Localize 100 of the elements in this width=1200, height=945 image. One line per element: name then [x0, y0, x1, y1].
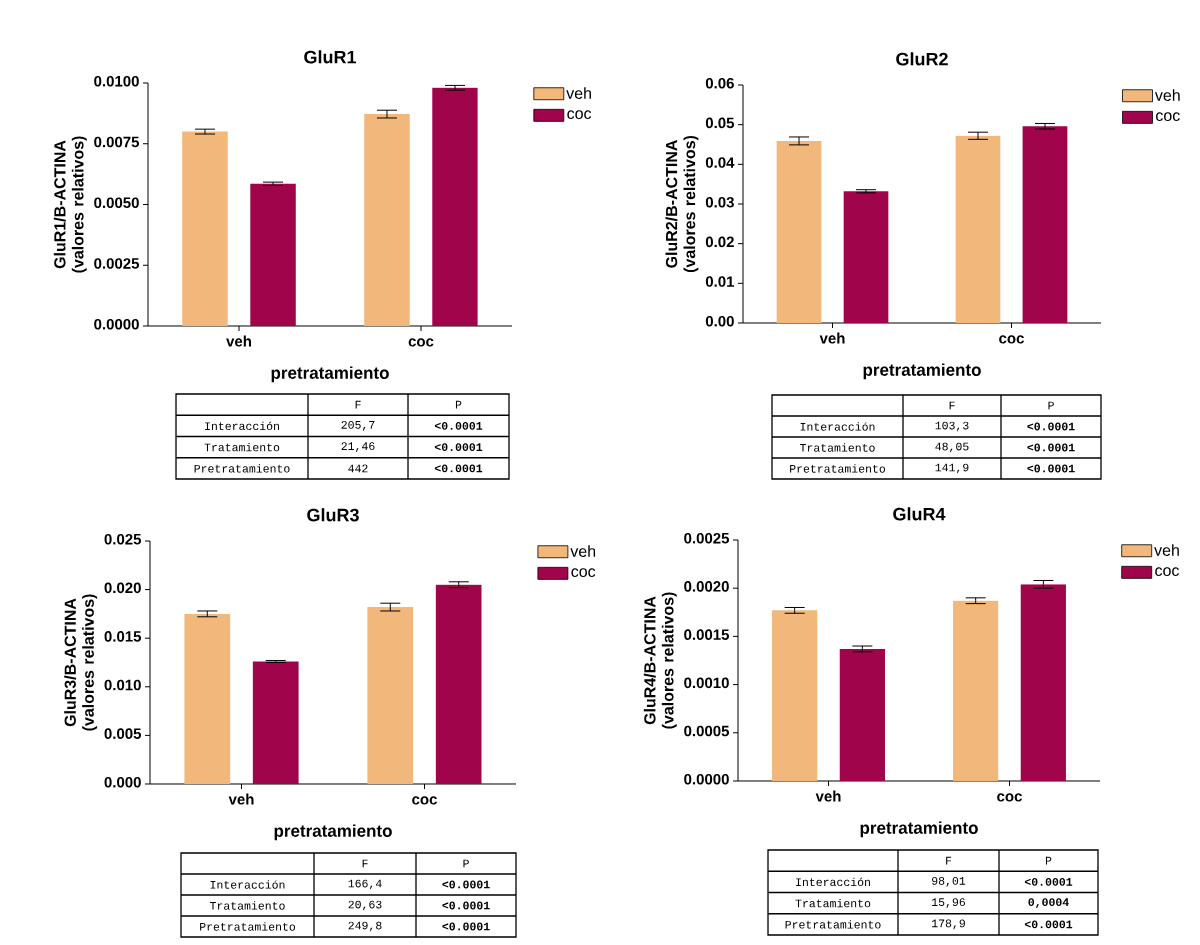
text: 0,0004 [1028, 898, 1069, 908]
text: <0.0001 [442, 880, 490, 889]
y-axis-title: GluR2/B-ACTINA (valores relativos) [665, 135, 699, 273]
x-axis-title: pretratamiento [271, 366, 389, 383]
bar [955, 135, 1001, 323]
y-tick-label: 0.0000 [94, 318, 139, 330]
y-tick-label: 0.0075 [94, 136, 140, 148]
y-tick-label: 0.005 [104, 728, 142, 739]
text: 103,3 [935, 421, 969, 432]
y-tick-label: 0.04 [705, 157, 735, 168]
x-axis-title: pretratamiento [860, 821, 978, 838]
text: F [949, 401, 955, 410]
text: <0.0001 [1027, 443, 1075, 452]
y-tick-label: 0.0020 [684, 581, 729, 592]
x-tick-label: veh [228, 793, 254, 805]
x-tick-label: veh [815, 790, 841, 802]
legend-label: veh [1154, 89, 1180, 101]
text: 98,01 [932, 877, 966, 887]
text: 166,4 [348, 879, 382, 890]
legend-label: veh [566, 87, 591, 99]
legend-label: coc [567, 110, 592, 120]
text: Pretratamiento [200, 922, 296, 931]
text: P [463, 859, 469, 868]
legend-label: coc [571, 568, 596, 578]
text: Tratamiento [799, 443, 875, 452]
y-tick-label: 0.025 [104, 533, 142, 545]
text: <0.0001 [1024, 877, 1073, 886]
y-tick-label: 0.06 [705, 77, 734, 89]
legend-label: veh [1154, 544, 1179, 556]
y-tick-label: 0.000 [104, 776, 141, 788]
bar [364, 114, 410, 326]
bar [432, 87, 478, 326]
text: F [362, 859, 368, 868]
text: Interacción [205, 421, 279, 431]
text: 21,46 [341, 442, 375, 452]
text: <0.0001 [442, 922, 490, 931]
y-tick-label: 0.0050 [94, 197, 139, 209]
y-tick-label: 0.0025 [94, 258, 140, 269]
y-tick-label: 0.0005 [684, 725, 730, 737]
bar [772, 610, 818, 781]
text: <0.0001 [1027, 422, 1075, 431]
x-axis-title: pretratamiento [274, 824, 392, 841]
bar [843, 191, 889, 323]
text: 15,96 [932, 898, 965, 908]
bar [839, 648, 885, 781]
text: 442 [348, 464, 368, 473]
text: 48,05 [935, 442, 969, 453]
text: 249,8 [348, 921, 382, 932]
bar [435, 584, 482, 784]
bar [776, 140, 822, 323]
x-tick-label: coc [412, 796, 437, 805]
text: <0.0001 [434, 443, 483, 452]
y-axis-title: GluR3/B-ACTINA (valores relativos) [64, 594, 98, 731]
text: <0.0001 [1024, 920, 1073, 929]
text: <0.0001 [434, 464, 483, 473]
x-tick-label: coc [408, 338, 434, 347]
text: Interacción [210, 880, 285, 889]
text: P [455, 400, 462, 409]
y-tick-label: 0.010 [104, 679, 141, 691]
text: Pretratamiento [194, 464, 290, 473]
y-tick-label: 0.02 [705, 236, 734, 248]
x-tick-label: veh [819, 332, 845, 344]
y-tick-label: 0.0025 [684, 532, 730, 544]
y-tick-label: 0.0100 [94, 75, 139, 87]
bar [1022, 126, 1068, 323]
x-tick-label: coc [999, 335, 1024, 344]
text: 178,9 [932, 919, 965, 930]
bar [252, 661, 299, 784]
bar [1020, 584, 1066, 781]
legend-label: coc [1156, 112, 1180, 122]
y-tick-label: 0.0000 [684, 773, 729, 785]
y-tick-label: 0.01 [705, 276, 735, 287]
y-tick-label: 0.020 [104, 582, 141, 594]
y-axis-title: GluR1/B-ACTINA (valores relativos) [53, 136, 87, 273]
chart-title: GluR3 [307, 508, 359, 522]
text: F [355, 400, 361, 409]
text: <0.0001 [1027, 464, 1075, 473]
bar [182, 131, 228, 326]
text: <0.0001 [434, 421, 483, 430]
y-tick-label: 0.0010 [684, 677, 729, 689]
text: <0.0001 [442, 901, 490, 910]
bar [250, 183, 296, 326]
text: 20,63 [348, 900, 382, 911]
y-tick-label: 0.0015 [684, 629, 730, 640]
text: Tratamiento [795, 898, 871, 908]
text: 141,9 [935, 463, 969, 474]
text: Pretratamiento [790, 464, 886, 473]
y-axis-title: GluR4/B-ACTINA (valores relativos) [643, 592, 677, 729]
bar [953, 600, 999, 781]
chart-title: GluR4 [893, 507, 946, 521]
text: Interacción [800, 422, 875, 431]
text: Pretratamiento [785, 920, 881, 929]
y-tick-label: 0.03 [705, 196, 734, 208]
text: Tratamiento [209, 901, 285, 910]
legend-label: veh [570, 545, 596, 557]
text: Tratamiento [204, 442, 280, 452]
bar [184, 613, 231, 784]
text: F [946, 856, 952, 865]
text: P [1048, 401, 1054, 410]
y-tick-label: 0.05 [705, 117, 735, 129]
